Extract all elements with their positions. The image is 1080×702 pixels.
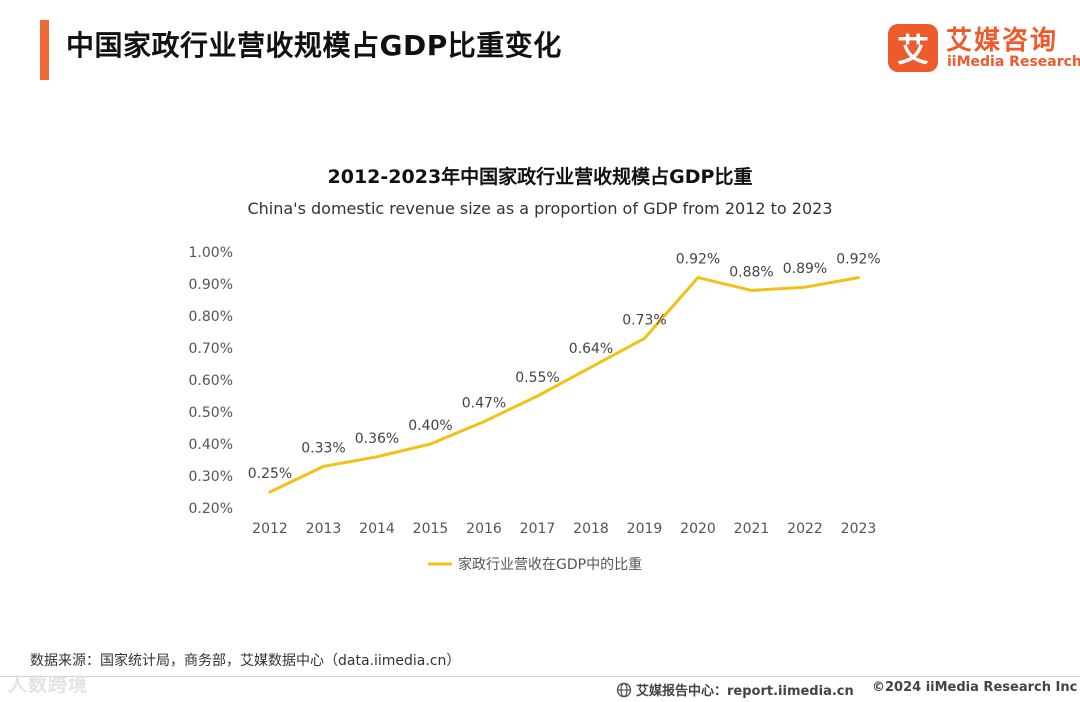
y-tick-label: 1.00% <box>189 245 233 261</box>
y-tick-label: 0.20% <box>189 501 233 517</box>
data-label: 0.64% <box>569 341 613 357</box>
data-label: 0.73% <box>622 312 666 328</box>
y-tick-label: 0.90% <box>189 277 233 293</box>
footer-divider <box>0 676 1080 677</box>
x-tick-label: 2021 <box>734 521 770 537</box>
y-tick-label: 0.70% <box>189 341 233 357</box>
data-label: 0.55% <box>515 370 559 386</box>
y-tick-label: 0.50% <box>189 405 233 421</box>
y-tick-label: 0.80% <box>189 309 233 325</box>
data-label: 0.89% <box>783 261 827 277</box>
watermark-text: 人数跨境 <box>8 674 89 696</box>
data-label: 0.36% <box>355 431 399 447</box>
x-tick-label: 2012 <box>252 521 288 537</box>
brand-logo: 艾 艾媒咨询 iiMedia Research <box>888 22 1080 74</box>
brand-name-en: iiMedia Research <box>947 54 1080 70</box>
data-label: 0.33% <box>301 440 345 456</box>
data-label: 0.92% <box>836 252 880 268</box>
y-tick-label: 0.40% <box>189 437 233 453</box>
x-tick-label: 2016 <box>466 521 502 537</box>
data-label: 0.40% <box>408 418 452 434</box>
footer-report-link[interactable]: 艾媒报告中心：report.iimedia.cn <box>616 680 854 699</box>
data-label: 0.92% <box>676 252 720 268</box>
chart-title: 2012-2023年中国家政行业营收规模占GDP比重 <box>327 166 753 188</box>
x-tick-label: 2014 <box>359 521 395 537</box>
x-tick-label: 2022 <box>787 521 823 537</box>
title-accent-bar <box>40 20 49 80</box>
globe-icon <box>616 682 632 698</box>
x-tick-label: 2020 <box>680 521 716 537</box>
series-line <box>268 276 860 494</box>
x-tick-label: 2018 <box>573 521 609 537</box>
brand-mark-char: 艾 <box>897 31 929 69</box>
x-tick-label: 2023 <box>841 521 877 537</box>
x-tick-label: 2013 <box>306 521 342 537</box>
x-tick-label: 2019 <box>627 521 663 537</box>
data-label: 0.25% <box>248 466 292 482</box>
chart-subtitle: China's domestic revenue size as a propo… <box>247 199 833 218</box>
brand-mark-icon: 艾 <box>888 24 938 72</box>
legend-label: 家政行业营收在GDP中的比重 <box>458 556 642 573</box>
y-tick-label: 0.30% <box>189 469 233 485</box>
y-tick-label: 0.60% <box>189 373 233 389</box>
footer-report-text: 艾媒报告中心：report.iimedia.cn <box>636 684 854 699</box>
data-label: 0.47% <box>462 396 506 412</box>
page-title: 中国家政行业营收规模占GDP比重变化 <box>66 29 562 62</box>
x-tick-label: 2015 <box>413 521 449 537</box>
brand-name-cn: 艾媒咨询 <box>946 26 1059 56</box>
footer-copyright: ©2024 iiMedia Research Inc <box>872 680 1078 695</box>
data-label: 0.88% <box>729 264 773 280</box>
data-source-note: 数据来源：国家统计局，商务部，艾媒数据中心（data.iimedia.cn） <box>30 653 461 669</box>
x-tick-label: 2017 <box>520 521 556 537</box>
